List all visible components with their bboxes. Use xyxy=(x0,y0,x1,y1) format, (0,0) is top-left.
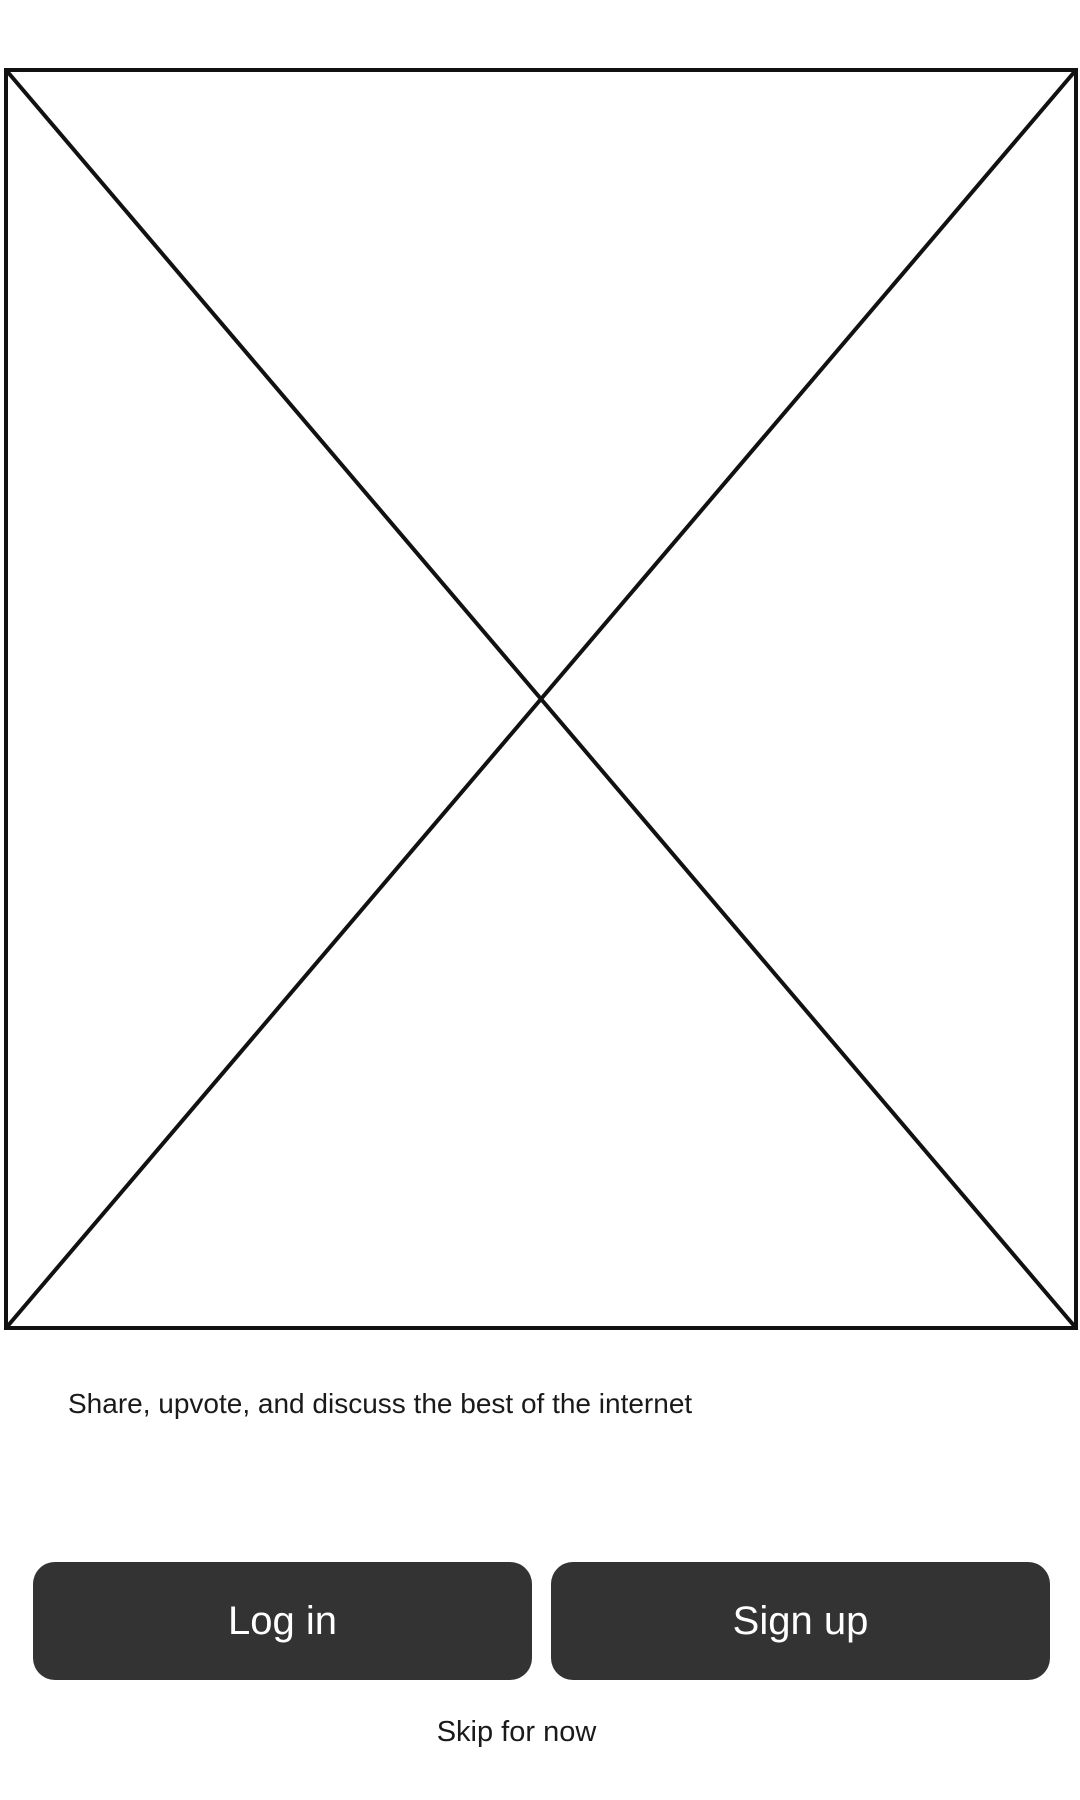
image-placeholder-icon xyxy=(4,68,1078,1330)
tagline: Share, upvote, and discuss the best of t… xyxy=(68,1388,693,1419)
login-button[interactable]: Log in xyxy=(33,1562,532,1680)
skip-link[interactable]: Skip for now xyxy=(436,1716,597,1748)
signup-button[interactable]: Sign up xyxy=(551,1562,1050,1680)
hero-image-placeholder xyxy=(4,68,1078,1330)
auth-actions: Log in Sign up xyxy=(33,1562,1050,1680)
